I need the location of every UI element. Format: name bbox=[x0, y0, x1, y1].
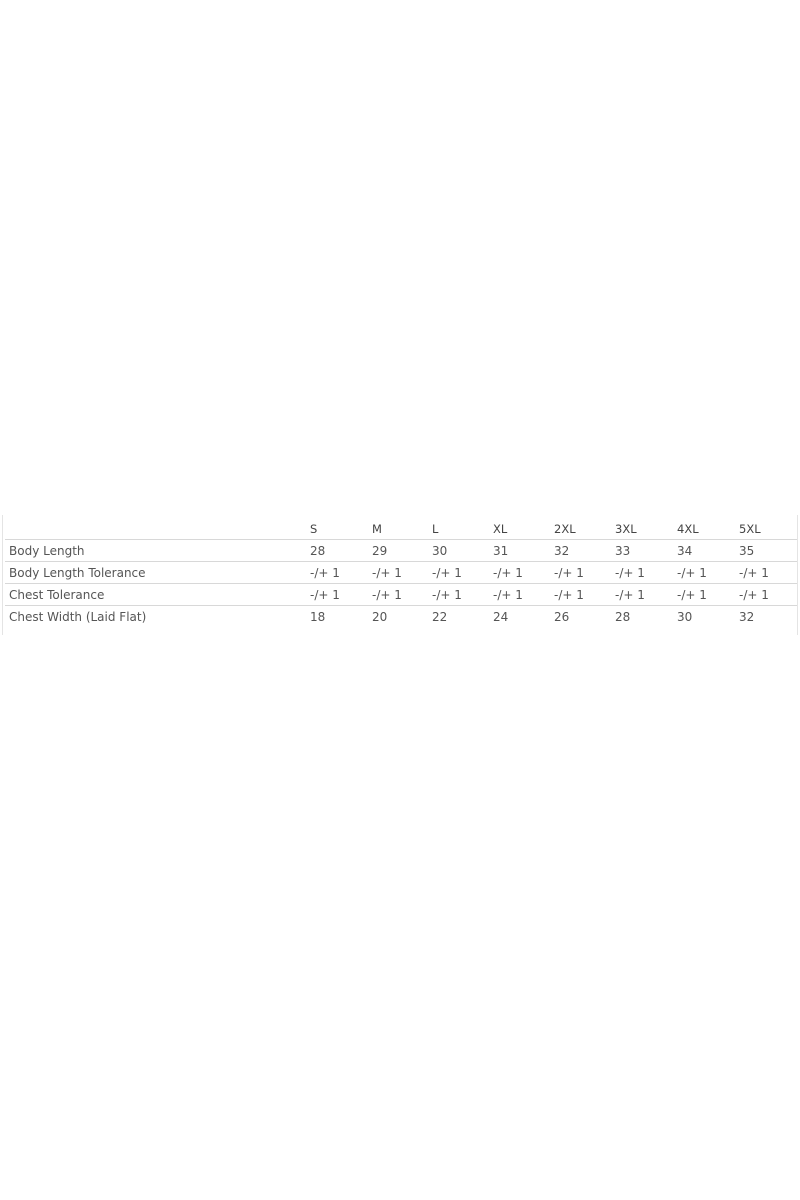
column-header: M bbox=[372, 522, 382, 536]
table-cell: -/+ 1 bbox=[432, 566, 462, 580]
table-cell: -/+ 1 bbox=[493, 588, 523, 602]
table-cell: 35 bbox=[739, 544, 755, 558]
row-label: Body Length Tolerance bbox=[9, 566, 146, 580]
table-cell: 32 bbox=[739, 610, 755, 624]
column-header: S bbox=[310, 522, 318, 536]
table-cell: -/+ 1 bbox=[554, 588, 584, 602]
table-cell: 30 bbox=[432, 544, 448, 558]
table-row: Chest Width (Laid Flat) 18 20 22 24 26 28 30 32 bbox=[5, 605, 797, 628]
row-label: Chest Tolerance bbox=[9, 588, 105, 602]
table-cell: -/+ 1 bbox=[493, 566, 523, 580]
table-cell: 34 bbox=[677, 544, 693, 558]
table-cell: -/+ 1 bbox=[372, 566, 402, 580]
table-cell: 22 bbox=[432, 610, 448, 624]
table-cell: -/+ 1 bbox=[739, 566, 769, 580]
table-cell: 20 bbox=[372, 610, 388, 624]
table-cell: 29 bbox=[372, 544, 388, 558]
column-header: XL bbox=[493, 522, 508, 536]
column-header: L bbox=[432, 522, 439, 536]
column-header: 3XL bbox=[615, 522, 637, 536]
table-cell: -/+ 1 bbox=[432, 588, 462, 602]
table-cell: -/+ 1 bbox=[615, 588, 645, 602]
column-header: 5XL bbox=[739, 522, 761, 536]
table-cell: -/+ 1 bbox=[310, 566, 340, 580]
row-label: Body Length bbox=[9, 544, 85, 558]
table-cell: 24 bbox=[493, 610, 509, 624]
table-cell: 18 bbox=[310, 610, 326, 624]
table-cell: -/+ 1 bbox=[739, 588, 769, 602]
column-header: 2XL bbox=[554, 522, 576, 536]
table-cell: 26 bbox=[554, 610, 570, 624]
size-chart-table: S M L XL 2XL 3XL 4XL 5XL Body Length 28 29 30 31 32 33… bbox=[2, 515, 798, 635]
table-cell: 30 bbox=[677, 610, 693, 624]
table-cell: 33 bbox=[615, 544, 631, 558]
table-cell: -/+ 1 bbox=[677, 566, 707, 580]
table-cell: 28 bbox=[310, 544, 326, 558]
column-header: 4XL bbox=[677, 522, 699, 536]
table-row: Body Length Tolerance -/+ 1 -/+ 1 -/+ 1 -/+ … bbox=[5, 561, 797, 584]
table-row: Chest Tolerance -/+ 1 -/+ 1 -/+ 1 -/+ 1 -/+ 1… bbox=[5, 583, 797, 606]
table-cell: 28 bbox=[615, 610, 631, 624]
table-cell: -/+ 1 bbox=[372, 588, 402, 602]
table-header-row: S M L XL 2XL 3XL 4XL 5XL bbox=[5, 518, 797, 539]
table-cell: -/+ 1 bbox=[677, 588, 707, 602]
table-cell: -/+ 1 bbox=[615, 566, 645, 580]
table-cell: 32 bbox=[554, 544, 570, 558]
table-cell: 31 bbox=[493, 544, 509, 558]
row-label: Chest Width (Laid Flat) bbox=[9, 610, 147, 624]
table-row: Body Length 28 29 30 31 32 33 34 35 bbox=[5, 539, 797, 562]
table-cell: -/+ 1 bbox=[554, 566, 584, 580]
table-cell: -/+ 1 bbox=[310, 588, 340, 602]
